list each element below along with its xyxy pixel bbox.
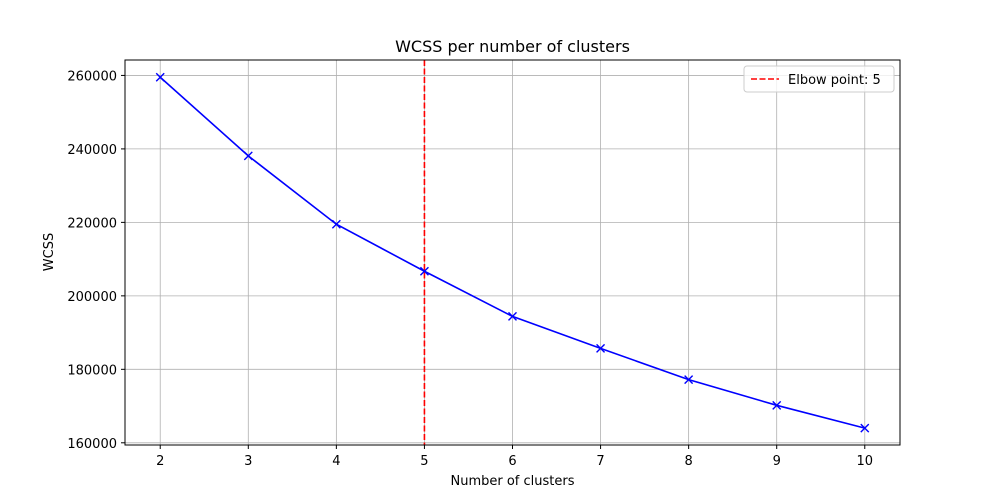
data-point-3 (243, 151, 253, 161)
data-point-8 (684, 375, 694, 385)
data-point-4 (331, 219, 341, 229)
data-point-2 (155, 72, 165, 82)
x-tick-label-5: 5 (420, 454, 428, 469)
x-tick-label-10: 10 (856, 454, 873, 469)
x-axis-label: Number of clusters (450, 474, 574, 489)
y-axis-label: WCSS (42, 233, 57, 271)
y-tick-label-240000: 240000 (67, 143, 117, 158)
y-tick-label-200000: 200000 (67, 290, 117, 305)
y-tick-label-160000: 160000 (67, 437, 117, 452)
chart-title: WCSS per number of clusters (395, 37, 630, 56)
data-point-9 (772, 400, 782, 410)
data-point-7 (596, 343, 606, 353)
y-tick-label-180000: 180000 (67, 363, 117, 378)
data-point-5 (419, 266, 429, 276)
x-tick-label-7: 7 (596, 454, 604, 469)
grid-layer (125, 60, 900, 445)
series-layer (155, 72, 870, 433)
x-tick-label-2: 2 (156, 454, 164, 469)
data-point-6 (508, 311, 517, 321)
legend: Elbow point: 5 (743, 65, 895, 93)
legend-label-elbow: Elbow point: 5 (788, 73, 881, 88)
y-tick-label-220000: 220000 (67, 216, 117, 231)
y-tick-label-260000: 260000 (67, 69, 117, 84)
data-point-10 (860, 423, 870, 433)
x-tick-label-4: 4 (332, 454, 340, 469)
x-tick-label-8: 8 (684, 454, 692, 469)
x-tick-label-3: 3 (244, 454, 252, 469)
x-tick-label-6: 6 (508, 454, 516, 469)
axes-layer: 2 3 4 5 6 7 8 9 10 160000 180000 200000 220000 240000… (67, 59, 901, 469)
x-tick-label-9: 9 (773, 454, 781, 469)
legend-frame (743, 65, 895, 93)
